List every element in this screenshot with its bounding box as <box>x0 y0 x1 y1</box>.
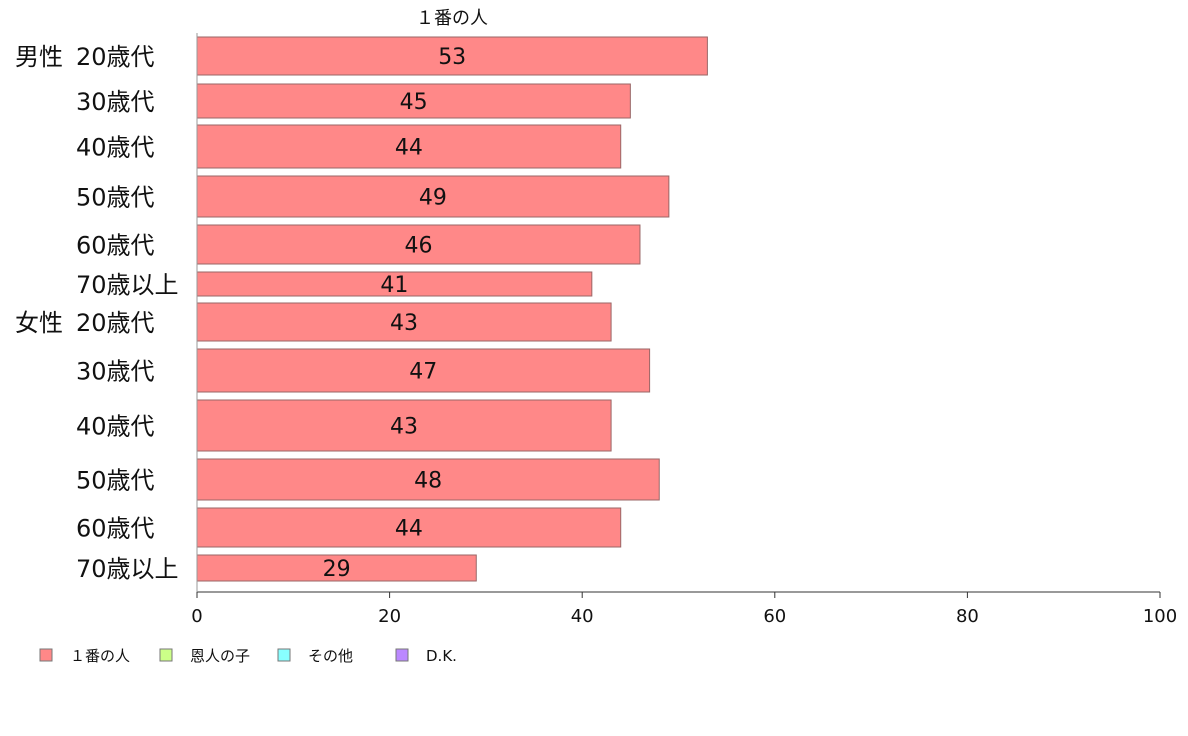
bar-value-label: 49 <box>419 186 447 211</box>
x-tick-label: 0 <box>191 606 202 627</box>
x-tick-label: 40 <box>571 606 594 627</box>
bar <box>196 507 622 548</box>
category-label: 30歳代 <box>76 88 155 116</box>
group-label: 女性 <box>15 309 63 337</box>
category-label: 50歳代 <box>76 184 155 212</box>
x-axis: 0 20 40 60 80 100 <box>191 33 1177 627</box>
bar-value-label: 43 <box>390 311 418 336</box>
legend-swatch <box>39 648 53 662</box>
bar-value-label: 47 <box>409 360 437 385</box>
legend-label: D.K. <box>426 647 457 665</box>
bar <box>196 175 670 218</box>
bar <box>196 83 631 119</box>
bar-value-label: 48 <box>414 469 442 494</box>
legend-label: その他 <box>308 647 353 665</box>
legend-swatch <box>395 648 409 662</box>
legend-label: １番の人 <box>70 647 130 665</box>
bar <box>196 554 477 582</box>
bars-layer: 53 45 44 49 46 41 43 47 43 48 44 29 <box>196 36 708 582</box>
category-label: 60歳代 <box>76 515 155 543</box>
bar-value-label: 44 <box>395 136 423 161</box>
bar-value-label: 45 <box>400 90 428 115</box>
bar-value-label: 29 <box>323 557 351 582</box>
legend: １番の人 恩人の子 その他 D.K. <box>39 647 457 665</box>
category-label: 40歳代 <box>76 413 155 441</box>
bar-value-label: 46 <box>404 234 432 259</box>
category-label: 40歳代 <box>76 134 155 162</box>
legend-swatch <box>159 648 173 662</box>
x-tick-label: 20 <box>378 606 401 627</box>
category-label: 50歳代 <box>76 467 155 495</box>
bar <box>196 224 641 265</box>
bar-value-label: 43 <box>390 415 418 440</box>
bar <box>196 302 612 342</box>
x-tick-label: 100 <box>1143 606 1177 627</box>
category-label: 70歳以上 <box>76 271 179 299</box>
bar-value-label: 41 <box>380 273 408 298</box>
bar <box>196 124 622 169</box>
series-title: １番の人 <box>416 8 488 29</box>
legend-swatch <box>277 648 291 662</box>
group-label: 男性 <box>15 43 63 71</box>
bar <box>196 458 660 501</box>
bar-value-label: 53 <box>438 45 466 70</box>
category-label: 60歳代 <box>76 232 155 260</box>
x-tick-label: 80 <box>956 606 979 627</box>
x-tick-label: 60 <box>763 606 786 627</box>
category-label: 30歳代 <box>76 358 155 386</box>
category-label: 20歳代 <box>76 43 155 71</box>
category-label: 20歳代 <box>76 309 155 337</box>
legend-label: 恩人の子 <box>190 647 250 665</box>
bar-value-label: 44 <box>395 517 423 542</box>
bar <box>196 36 708 76</box>
category-label: 70歳以上 <box>76 555 179 583</box>
